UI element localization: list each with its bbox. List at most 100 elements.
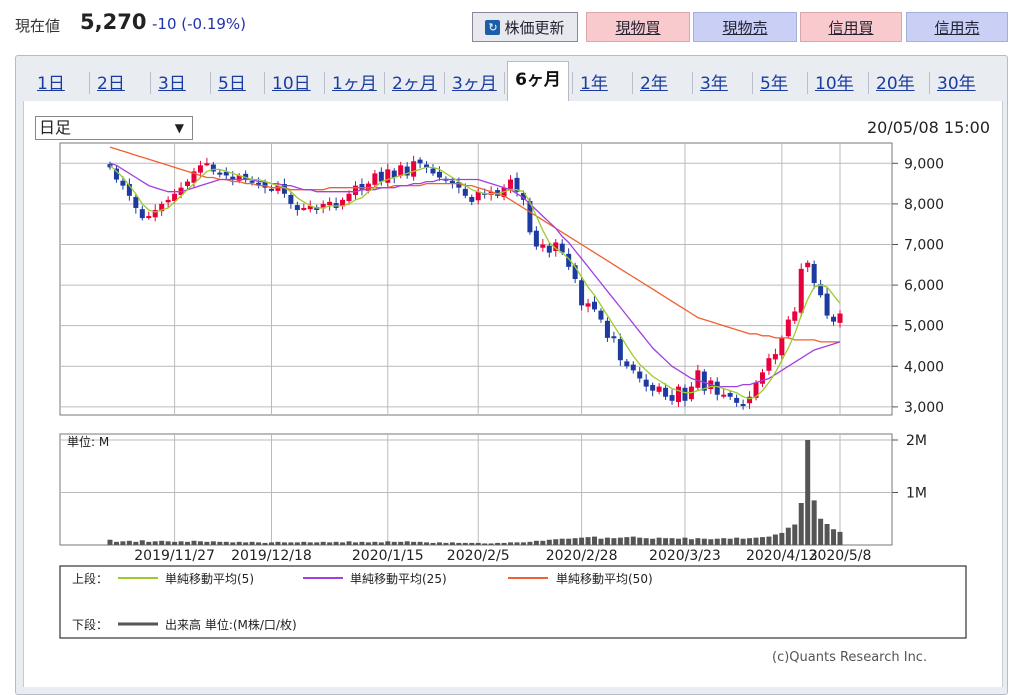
volume-bar xyxy=(831,529,837,545)
candle-body xyxy=(759,372,765,384)
candle-body xyxy=(359,184,365,190)
tab-separator xyxy=(210,72,211,94)
margin-sell-button[interactable]: 信用売 xyxy=(906,12,1008,42)
tab-0[interactable]: 1日 xyxy=(37,74,65,94)
volume-bar xyxy=(824,524,830,545)
volume-bar xyxy=(520,542,526,545)
candle-body xyxy=(307,205,313,210)
candle-body xyxy=(346,193,352,202)
tab-7[interactable]: 3ヶ月 xyxy=(452,74,497,94)
tab-13[interactable]: 10年 xyxy=(815,74,854,94)
volume-bar xyxy=(262,542,268,545)
candle-body xyxy=(592,301,598,310)
volume-bar xyxy=(185,541,191,545)
volume-bar xyxy=(675,538,681,545)
volume-bar xyxy=(146,541,152,545)
price-plot-frame xyxy=(59,142,893,416)
volume-marks xyxy=(107,440,843,545)
volume-bar xyxy=(223,541,229,545)
candle-body xyxy=(469,196,475,202)
volume-bar xyxy=(113,541,119,545)
volume-bar xyxy=(120,541,126,545)
tab-6[interactable]: 2ヶ月 xyxy=(392,74,437,94)
volume-bar xyxy=(572,538,578,545)
candle-body xyxy=(831,316,837,322)
candle-body xyxy=(572,265,578,279)
tab-9[interactable]: 1年 xyxy=(580,74,608,94)
candle-body xyxy=(695,370,701,388)
tab-14[interactable]: 20年 xyxy=(876,74,915,94)
candle-body xyxy=(837,313,843,323)
volume-bar xyxy=(727,538,733,545)
volume-bar xyxy=(411,541,417,545)
refresh-price-button[interactable]: ↻ 株価更新 xyxy=(472,12,578,42)
tab-4[interactable]: 10日 xyxy=(272,74,311,94)
candle-body xyxy=(191,171,197,183)
margin-buy-button[interactable]: 信用買 xyxy=(800,12,902,42)
price-tick-label: 9,000 xyxy=(904,156,944,172)
tab-15[interactable]: 30年 xyxy=(937,74,976,94)
volume-bar xyxy=(482,543,488,545)
volume-bar xyxy=(708,539,714,545)
tab-11[interactable]: 3年 xyxy=(700,74,728,94)
candle-body xyxy=(378,171,384,182)
volume-bar xyxy=(527,541,533,545)
tab-8[interactable]: 6ヶ月 xyxy=(507,61,569,101)
legend-top-label: 上段： xyxy=(72,571,108,586)
volume-bar xyxy=(178,541,184,545)
candle-body xyxy=(624,361,630,367)
copyright-text: (c)Quants Research Inc. xyxy=(772,650,928,665)
cash-sell-button[interactable]: 現物売 xyxy=(693,12,797,42)
candle-body xyxy=(798,268,804,313)
volume-bar xyxy=(236,541,242,545)
candle-body xyxy=(185,181,191,187)
volume-bar xyxy=(488,543,494,545)
volume-bar xyxy=(152,541,158,545)
candle-body xyxy=(230,176,236,180)
tab-10[interactable]: 2年 xyxy=(640,74,668,94)
candle-body xyxy=(540,244,546,248)
candle-body xyxy=(436,171,442,178)
candle-body xyxy=(650,384,656,391)
candle-body xyxy=(824,293,830,316)
tab-2[interactable]: 3日 xyxy=(158,74,186,94)
tab-12[interactable]: 5年 xyxy=(760,74,788,94)
candle-body xyxy=(585,303,591,307)
volume-bar xyxy=(766,536,772,545)
date-tick-label: 2020/2/5 xyxy=(447,548,510,564)
candle-body xyxy=(792,311,798,321)
tab-separator xyxy=(807,72,808,94)
volume-bar xyxy=(139,540,145,545)
candle-body xyxy=(495,190,501,196)
volume-bar xyxy=(372,541,378,545)
candle-body xyxy=(701,371,707,391)
volume-bar xyxy=(256,542,262,545)
candle-body xyxy=(262,181,268,188)
candle-body xyxy=(579,280,585,306)
ma50-line xyxy=(109,146,840,343)
legend-ma25-label: 単純移動平均(25) xyxy=(350,572,447,586)
volume-bar xyxy=(663,538,669,545)
candle-body xyxy=(669,395,675,401)
volume-bar xyxy=(391,541,397,545)
tab-separator xyxy=(264,72,265,94)
candle-body xyxy=(152,209,158,218)
tab-separator xyxy=(868,72,869,94)
tab-1[interactable]: 2日 xyxy=(97,74,125,94)
volume-bar xyxy=(217,541,223,545)
volume-bar xyxy=(617,537,623,545)
refresh-price-label: 株価更新 xyxy=(504,19,565,37)
cash-buy-button[interactable]: 現物買 xyxy=(586,12,690,42)
volume-bar xyxy=(514,542,520,545)
interval-select[interactable]: 日足 ▼ xyxy=(35,116,193,140)
tab-3[interactable]: 5日 xyxy=(218,74,246,94)
tab-5[interactable]: 1ヶ月 xyxy=(332,74,377,94)
volume-bar xyxy=(165,541,171,545)
volume-bar xyxy=(559,538,565,545)
tab-separator xyxy=(572,72,573,94)
candle-body xyxy=(611,336,617,339)
volume-bar xyxy=(695,538,701,545)
candle-body xyxy=(146,216,152,219)
volume-bar xyxy=(540,540,546,545)
candle-body xyxy=(404,166,410,176)
